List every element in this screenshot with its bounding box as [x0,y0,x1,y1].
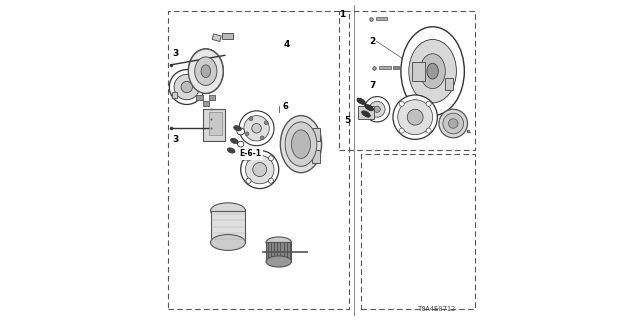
Bar [312,128,320,141]
Ellipse shape [234,126,241,131]
Ellipse shape [252,124,261,133]
Ellipse shape [211,235,246,251]
Ellipse shape [393,95,437,140]
Text: 2: 2 [369,36,376,45]
Ellipse shape [260,136,264,140]
Ellipse shape [439,109,467,138]
Ellipse shape [268,178,273,183]
Ellipse shape [245,132,249,136]
Text: 4: 4 [284,40,290,49]
Ellipse shape [241,150,279,188]
Ellipse shape [188,49,223,93]
Ellipse shape [268,156,273,161]
Bar [203,101,209,106]
Ellipse shape [174,74,200,100]
Ellipse shape [230,138,238,144]
Bar [358,106,374,119]
Ellipse shape [362,111,371,117]
Ellipse shape [407,109,423,125]
Ellipse shape [364,97,390,122]
Ellipse shape [365,105,374,111]
Ellipse shape [188,85,193,89]
Ellipse shape [401,27,465,116]
Ellipse shape [280,116,321,173]
Ellipse shape [291,130,310,158]
Bar [211,211,246,243]
Ellipse shape [397,100,433,135]
Ellipse shape [193,54,218,89]
Ellipse shape [188,49,223,93]
Text: 3: 3 [173,49,179,58]
Bar [196,95,203,100]
Ellipse shape [409,39,456,103]
Ellipse shape [246,156,251,161]
Ellipse shape [246,155,274,184]
Ellipse shape [184,83,196,91]
Ellipse shape [195,57,217,85]
Ellipse shape [181,81,193,93]
Bar [212,34,221,42]
Ellipse shape [399,128,404,133]
Ellipse shape [266,256,291,267]
Ellipse shape [285,122,317,166]
Ellipse shape [249,117,253,121]
Bar [209,95,215,100]
Ellipse shape [311,134,316,139]
Bar [209,112,221,135]
Ellipse shape [253,163,267,177]
Ellipse shape [443,113,463,134]
Ellipse shape [426,128,431,133]
Text: E-6-1: E-6-1 [239,149,261,158]
Text: T0A4E0712: T0A4E0712 [419,306,456,312]
Ellipse shape [420,54,445,89]
Ellipse shape [369,101,385,117]
Ellipse shape [211,203,246,219]
Ellipse shape [227,148,235,153]
Text: 6: 6 [282,101,288,111]
Ellipse shape [246,178,251,183]
Text: 3: 3 [173,135,179,144]
Ellipse shape [170,69,204,105]
Ellipse shape [449,119,458,128]
Bar [266,243,291,261]
Bar [173,92,177,98]
Ellipse shape [244,116,269,141]
Ellipse shape [426,101,431,106]
Bar [412,62,425,81]
Ellipse shape [201,65,211,77]
Ellipse shape [239,111,274,146]
Bar [445,77,453,90]
Ellipse shape [399,101,404,106]
Text: 1: 1 [339,10,346,19]
Bar [221,33,233,39]
Ellipse shape [264,121,268,124]
Ellipse shape [311,156,316,161]
Text: 5: 5 [344,116,350,125]
Bar [203,109,225,141]
Text: 7: 7 [369,81,376,90]
Bar [312,150,320,163]
Ellipse shape [173,93,176,97]
Ellipse shape [240,153,248,160]
Ellipse shape [237,141,244,147]
Ellipse shape [237,128,244,135]
Ellipse shape [357,98,365,104]
Ellipse shape [266,237,291,248]
Bar [376,17,387,20]
Bar [393,67,399,69]
Ellipse shape [427,63,438,79]
Bar [379,67,392,69]
Ellipse shape [374,106,380,112]
